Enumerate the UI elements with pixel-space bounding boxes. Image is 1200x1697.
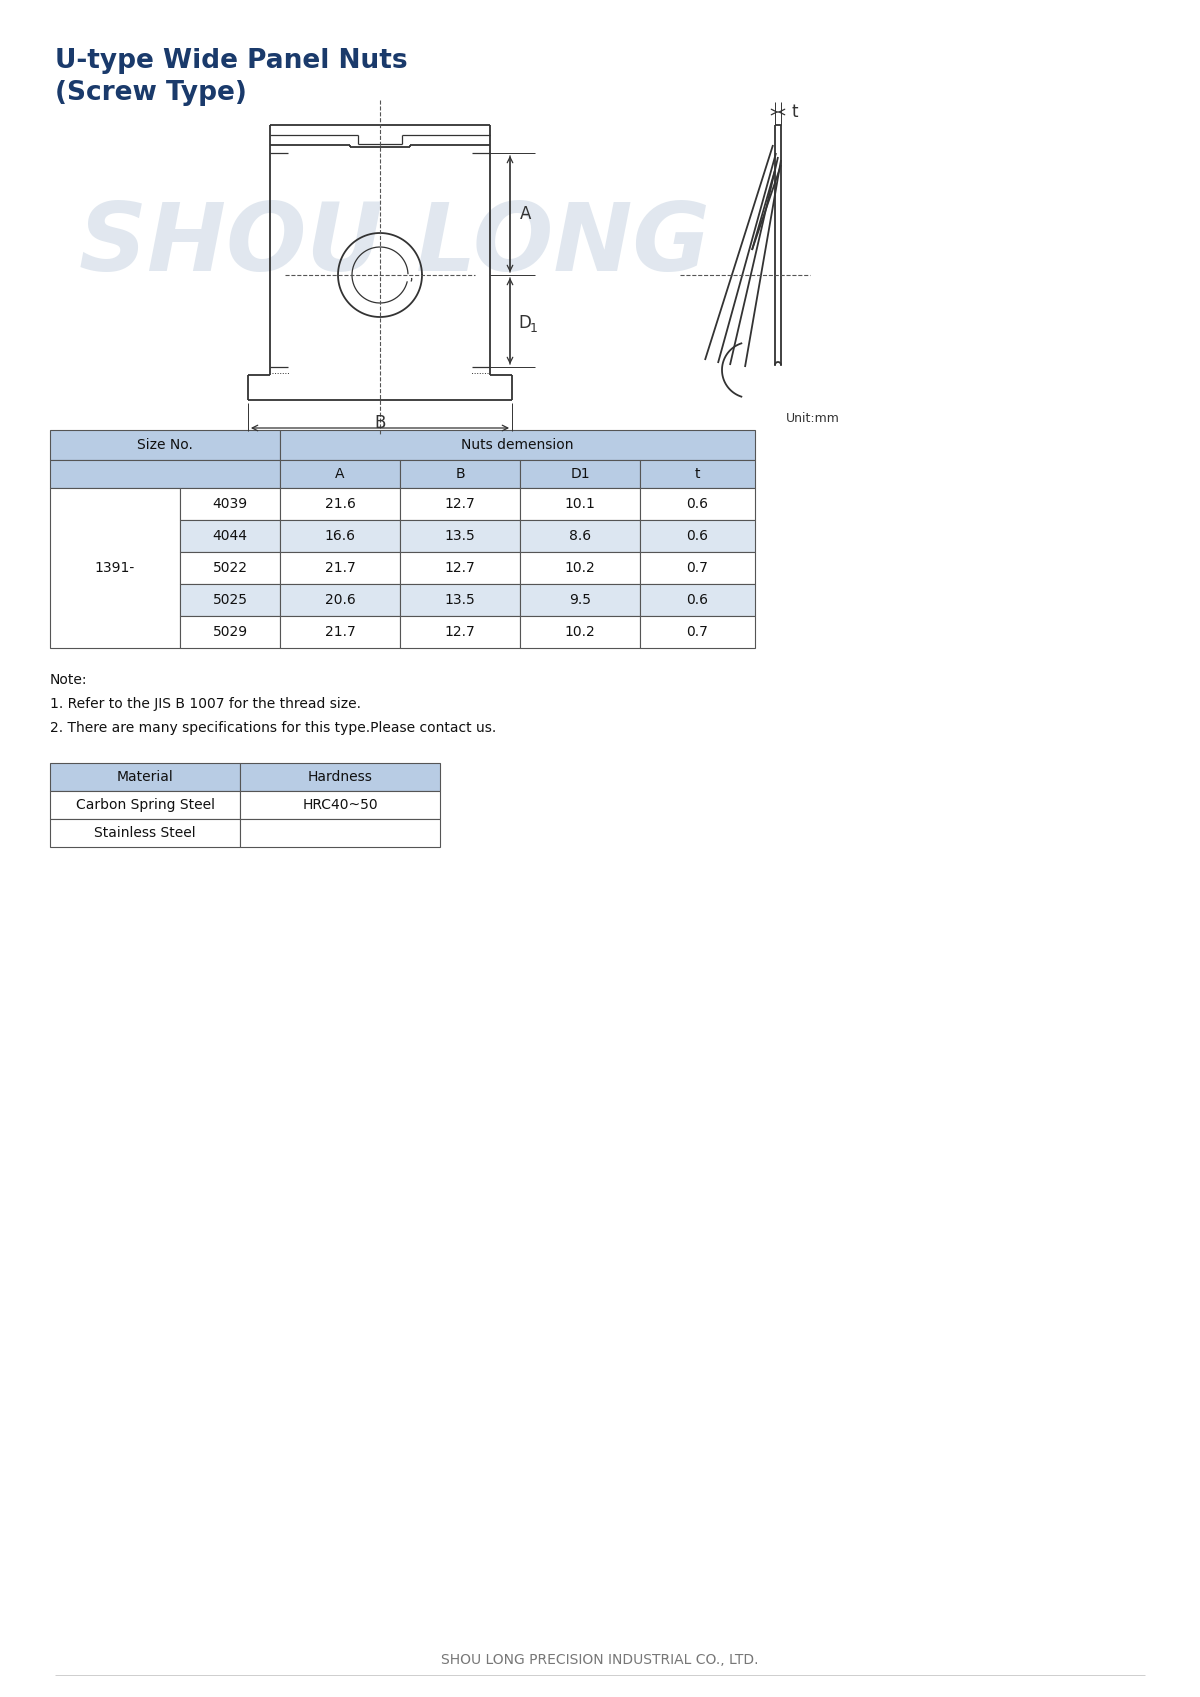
Text: 1. Refer to the JIS B 1007 for the thread size.: 1. Refer to the JIS B 1007 for the threa… — [50, 697, 361, 711]
Bar — [400, 584, 520, 616]
Text: Nuts demension: Nuts demension — [461, 438, 574, 451]
Text: 0.6: 0.6 — [686, 529, 708, 543]
Text: 0.7: 0.7 — [686, 562, 708, 575]
Text: Size No.: Size No. — [137, 438, 193, 451]
Bar — [640, 584, 755, 616]
Text: 13.5: 13.5 — [445, 592, 475, 608]
Bar — [280, 429, 755, 460]
Text: 21.7: 21.7 — [325, 562, 355, 575]
Text: HRC40~50: HRC40~50 — [302, 798, 378, 811]
Text: D1: D1 — [570, 467, 590, 480]
Text: 10.1: 10.1 — [564, 497, 595, 511]
Text: SHOU LONG PRECISION INDUSTRIAL CO., LTD.: SHOU LONG PRECISION INDUSTRIAL CO., LTD. — [442, 1653, 758, 1666]
Text: 0.7: 0.7 — [686, 624, 708, 640]
Text: 5029: 5029 — [212, 624, 247, 640]
Text: 21.7: 21.7 — [325, 624, 355, 640]
Text: 8.6: 8.6 — [569, 529, 592, 543]
Text: SHOU LONG: SHOU LONG — [79, 199, 710, 290]
Bar — [50, 764, 240, 791]
Text: 2. There are many specifications for this type.Please contact us.: 2. There are many specifications for thi… — [50, 721, 497, 735]
Bar — [50, 460, 280, 489]
Text: 1: 1 — [530, 322, 538, 336]
Text: 9.5: 9.5 — [569, 592, 592, 608]
Bar — [520, 616, 640, 648]
Bar — [50, 820, 240, 847]
Text: Stainless Steel: Stainless Steel — [94, 826, 196, 840]
Bar — [280, 552, 400, 584]
Text: 0.6: 0.6 — [686, 497, 708, 511]
Bar — [280, 460, 400, 489]
Text: 12.7: 12.7 — [445, 562, 475, 575]
Text: t: t — [791, 104, 798, 120]
Bar — [50, 791, 240, 820]
Bar — [180, 489, 280, 519]
Text: B: B — [455, 467, 464, 480]
Bar — [240, 764, 440, 791]
Text: 1391-: 1391- — [95, 562, 136, 575]
Bar — [520, 519, 640, 552]
Text: B: B — [374, 414, 385, 433]
Bar — [400, 489, 520, 519]
Bar — [520, 460, 640, 489]
Bar — [50, 429, 280, 460]
Text: 21.6: 21.6 — [324, 497, 355, 511]
Bar — [400, 460, 520, 489]
Text: 10.2: 10.2 — [565, 624, 595, 640]
Text: 20.6: 20.6 — [325, 592, 355, 608]
Text: U-type Wide Panel Nuts: U-type Wide Panel Nuts — [55, 48, 408, 75]
Text: A: A — [520, 205, 532, 222]
Bar — [180, 552, 280, 584]
Bar — [280, 616, 400, 648]
Bar — [280, 584, 400, 616]
Text: 5025: 5025 — [212, 592, 247, 608]
Bar — [640, 552, 755, 584]
Text: 12.7: 12.7 — [445, 497, 475, 511]
Text: 16.6: 16.6 — [324, 529, 355, 543]
Bar — [50, 489, 180, 648]
Text: 5022: 5022 — [212, 562, 247, 575]
Bar — [180, 519, 280, 552]
Text: 10.2: 10.2 — [565, 562, 595, 575]
Bar — [520, 552, 640, 584]
Text: t: t — [695, 467, 701, 480]
Bar — [640, 616, 755, 648]
Bar — [400, 519, 520, 552]
Bar — [240, 791, 440, 820]
Text: Unit:mm: Unit:mm — [786, 412, 840, 424]
Text: 0.6: 0.6 — [686, 592, 708, 608]
Text: (Screw Type): (Screw Type) — [55, 80, 247, 105]
Bar — [180, 584, 280, 616]
Text: D: D — [518, 314, 530, 333]
Bar — [280, 519, 400, 552]
Text: 13.5: 13.5 — [445, 529, 475, 543]
Text: Material: Material — [116, 770, 173, 784]
Text: 4044: 4044 — [212, 529, 247, 543]
Text: 4039: 4039 — [212, 497, 247, 511]
Bar — [640, 519, 755, 552]
Bar — [640, 489, 755, 519]
Bar — [280, 489, 400, 519]
Bar — [240, 820, 440, 847]
Text: Hardness: Hardness — [307, 770, 372, 784]
Bar — [180, 616, 280, 648]
Bar — [400, 552, 520, 584]
Text: 12.7: 12.7 — [445, 624, 475, 640]
Bar — [520, 489, 640, 519]
Text: Note:: Note: — [50, 674, 88, 687]
Text: A: A — [335, 467, 344, 480]
Bar — [640, 460, 755, 489]
Bar — [520, 584, 640, 616]
Bar — [400, 616, 520, 648]
Text: Carbon Spring Steel: Carbon Spring Steel — [76, 798, 215, 811]
